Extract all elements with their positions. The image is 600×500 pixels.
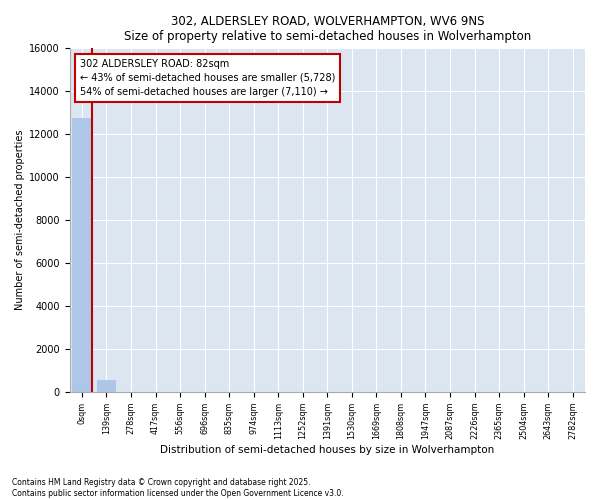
Bar (97, 380, 116, 392)
Text: Contains HM Land Registry data © Crown copyright and database right 2025.
Contai: Contains HM Land Registry data © Crown c… (12, 478, 344, 498)
Text: 302 ALDERSLEY ROAD: 82sqm
← 43% of semi-detached houses are smaller (5,728)
54% : 302 ALDERSLEY ROAD: 82sqm ← 43% of semi-… (80, 58, 335, 96)
Bar (72, 118, 92, 392)
Title: 302, ALDERSLEY ROAD, WOLVERHAMPTON, WV6 9NS
Size of property relative to semi-de: 302, ALDERSLEY ROAD, WOLVERHAMPTON, WV6 … (124, 15, 531, 43)
X-axis label: Distribution of semi-detached houses by size in Wolverhampton: Distribution of semi-detached houses by … (160, 445, 494, 455)
Y-axis label: Number of semi-detached properties: Number of semi-detached properties (15, 130, 25, 310)
